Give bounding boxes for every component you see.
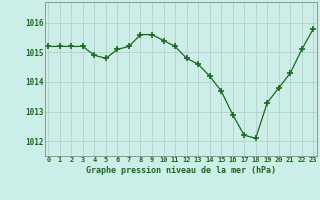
X-axis label: Graphe pression niveau de la mer (hPa): Graphe pression niveau de la mer (hPa) (86, 166, 276, 175)
